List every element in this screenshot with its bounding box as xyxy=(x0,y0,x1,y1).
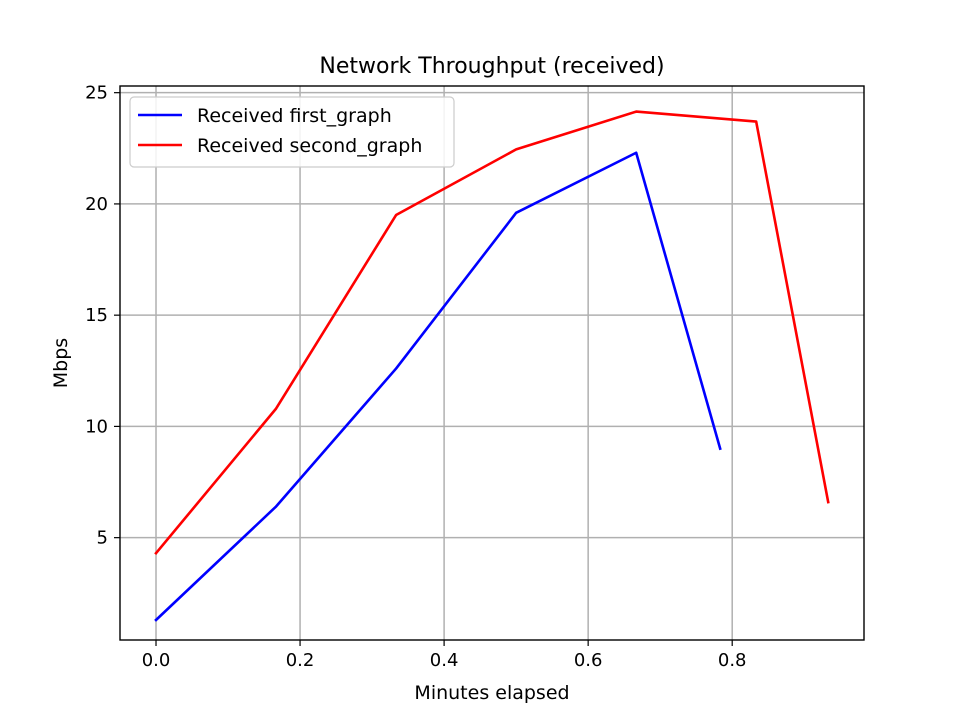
chart-title: Network Throughput (received) xyxy=(319,54,664,79)
y-tick-label: 15 xyxy=(85,305,108,326)
y-axis-label: Mbps xyxy=(50,338,72,388)
axis-ticks: 0.0 0.2 0.4 0.6 0.8 5 10 15 20 25 xyxy=(85,83,746,671)
series-line-2 xyxy=(154,110,830,556)
legend-box xyxy=(129,96,455,168)
y-tick-label: 5 xyxy=(97,528,108,549)
x-tick-label: 0.6 xyxy=(574,650,603,671)
plot-frame xyxy=(119,85,865,641)
series-line-1 xyxy=(154,151,722,622)
grid-lines xyxy=(120,86,864,640)
legend-label-2: Received second_graph xyxy=(197,135,422,157)
y-tick-label: 10 xyxy=(85,416,108,437)
x-tick-label: 0.0 xyxy=(142,650,171,671)
x-axis-label: Minutes elapsed xyxy=(414,682,569,704)
x-tick-label: 0.4 xyxy=(430,650,459,671)
x-tick-label: 0.2 xyxy=(286,650,315,671)
series-lines xyxy=(154,110,830,622)
legend-label-1: Received first_graph xyxy=(197,105,392,127)
legend: Received first_graph Received second_grap… xyxy=(129,96,455,168)
y-tick-label: 20 xyxy=(85,194,108,215)
x-tick-label: 0.8 xyxy=(718,650,747,671)
y-tick-label: 25 xyxy=(85,83,108,104)
